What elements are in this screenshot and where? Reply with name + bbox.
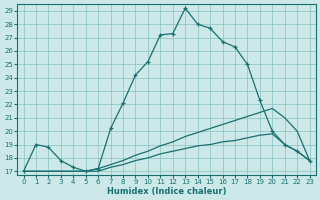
X-axis label: Humidex (Indice chaleur): Humidex (Indice chaleur) xyxy=(107,187,226,196)
